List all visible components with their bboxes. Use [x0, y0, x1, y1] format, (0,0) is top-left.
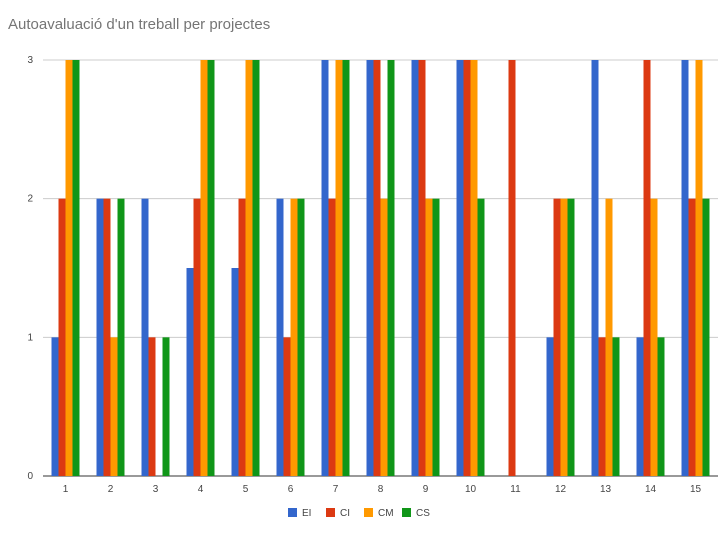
x-tick-label: 14 [645, 484, 657, 495]
bar-ci-1 [58, 198, 66, 476]
legend-swatch-ci [326, 508, 335, 517]
bar-cs-2 [117, 198, 125, 476]
bar-cs-4 [207, 60, 215, 476]
bar-ei-2 [96, 198, 104, 476]
bar-ei-15 [681, 60, 689, 476]
bar-ei-5 [231, 268, 239, 476]
bar-ci-5 [238, 198, 246, 476]
x-tick-label: 13 [600, 484, 612, 495]
bar-ci-3 [148, 337, 156, 476]
legend-swatch-cm [364, 508, 373, 517]
y-tick-label: 2 [27, 194, 33, 205]
bar-ci-7 [328, 198, 336, 476]
legend-label-ci: CI [340, 508, 350, 519]
bar-cs-12 [567, 198, 575, 476]
bar-cm-2 [110, 337, 118, 476]
legend-swatch-ei [288, 508, 297, 517]
bar-ei-12 [546, 337, 554, 476]
legend-label-ei: EI [302, 508, 311, 519]
legend-label-cm: CM [378, 508, 394, 519]
bar-cs-1 [72, 60, 80, 476]
x-tick-label: 12 [555, 484, 567, 495]
bar-cs-5 [252, 60, 260, 476]
bar-ci-13 [598, 337, 606, 476]
bar-ci-6 [283, 337, 291, 476]
bar-cm-12 [560, 198, 568, 476]
bar-ci-10 [463, 60, 471, 476]
bar-cm-8 [380, 198, 388, 476]
bar-cm-1 [65, 60, 73, 476]
y-tick-label: 1 [27, 332, 33, 343]
x-tick-label: 9 [423, 484, 429, 495]
bar-cs-6 [297, 198, 305, 476]
bar-cs-9 [432, 198, 440, 476]
bar-ci-8 [373, 60, 381, 476]
bar-cm-13 [605, 198, 613, 476]
bar-cs-3 [162, 337, 170, 476]
bar-cs-8 [387, 60, 395, 476]
x-tick-label: 10 [465, 484, 477, 495]
bar-ci-15 [688, 198, 696, 476]
bar-cs-10 [477, 198, 485, 476]
bar-cs-13 [612, 337, 620, 476]
x-tick-label: 4 [198, 484, 204, 495]
y-tick-label: 0 [27, 471, 33, 482]
bar-ei-13 [591, 60, 599, 476]
y-tick-label: 3 [27, 55, 33, 66]
bars [51, 60, 710, 476]
bar-cm-14 [650, 198, 658, 476]
bar-ei-10 [456, 60, 464, 476]
x-tick-label: 6 [288, 484, 294, 495]
bar-ci-2 [103, 198, 111, 476]
bar-ei-1 [51, 337, 59, 476]
bar-ci-9 [418, 60, 426, 476]
bar-ei-4 [186, 268, 194, 476]
x-tick-label: 3 [153, 484, 159, 495]
x-tick-label: 1 [63, 484, 69, 495]
x-tick-label: 8 [378, 484, 384, 495]
bar-cm-15 [695, 60, 703, 476]
bar-cm-5 [245, 60, 253, 476]
x-tick-label: 11 [510, 484, 521, 495]
bar-cm-7 [335, 60, 343, 476]
bar-cm-4 [200, 60, 208, 476]
bar-ei-9 [411, 60, 419, 476]
legend-label-cs: CS [416, 508, 430, 519]
x-tick-label: 15 [690, 484, 702, 495]
bar-ei-8 [366, 60, 374, 476]
legend: EI CI CM CS [288, 508, 430, 519]
bar-cm-6 [290, 198, 298, 476]
x-tick-label: 5 [243, 484, 249, 495]
bar-ei-3 [141, 198, 149, 476]
bar-cm-10 [470, 60, 478, 476]
bar-ci-11 [508, 60, 516, 476]
x-tick-label: 7 [333, 484, 339, 495]
bar-ci-14 [643, 60, 651, 476]
bar-ei-7 [321, 60, 329, 476]
bar-cm-9 [425, 198, 433, 476]
bar-cs-14 [657, 337, 665, 476]
chart-title: Autoavaluació d'un treball per projectes [8, 16, 271, 33]
legend-swatch-cs [402, 508, 411, 517]
bar-ci-4 [193, 198, 201, 476]
bar-ei-6 [276, 198, 284, 476]
bar-ei-14 [636, 337, 644, 476]
bar-ci-12 [553, 198, 561, 476]
bar-cs-7 [342, 60, 350, 476]
x-tick-label: 2 [108, 484, 114, 495]
bar-cs-15 [702, 198, 710, 476]
